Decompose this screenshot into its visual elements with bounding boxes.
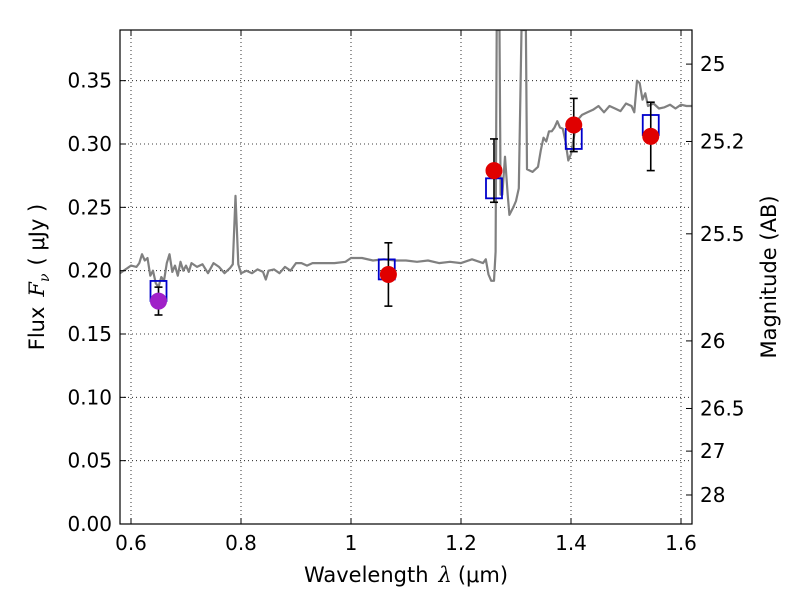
x-axis-label: Wavelength λ (μm) [304, 563, 508, 587]
plot-frame [119, 29, 693, 525]
x-tick-label: 0.6 [115, 531, 147, 555]
x-tick-label: 1.6 [665, 531, 697, 555]
model-layer [149, 114, 660, 302]
right-axis-label: Magnitude (AB) [757, 195, 781, 358]
y-tick-label: 0.10 [67, 385, 112, 409]
y-axis-label: FluxFν( μJy ) [25, 204, 53, 350]
x-tick-label: 0.8 [225, 531, 257, 555]
spectrum-layer [120, 30, 692, 289]
observed-layer [150, 97, 660, 316]
observed-point [565, 116, 583, 134]
right-tick-label: 27 [700, 439, 725, 463]
y-tick-label: 0.30 [67, 132, 112, 156]
observed-point [642, 127, 660, 145]
observed-point [150, 292, 167, 310]
right-tick-label: 25.2 [700, 129, 745, 153]
y-tick-label: 0.20 [67, 259, 112, 283]
spectrum-line [120, 30, 692, 289]
right-tick-label: 26 [700, 329, 725, 353]
y-tick-label: 0.15 [67, 322, 112, 346]
right-tick-label: 25.5 [700, 222, 745, 246]
right-tick-label: 26.5 [700, 396, 745, 420]
right-tick-label: 25 [700, 52, 725, 76]
x-tick-label: 1.4 [555, 531, 587, 555]
right-tick-label: 28 [700, 483, 725, 507]
ticks: 0.6 0.8 1 1.2 1.4 1.6 0.00 0.05 0.10 0.15 0.20 0.25… [67, 30, 745, 555]
y-tick-label: 0.00 [67, 512, 112, 536]
x-tick-label: 1.2 [445, 531, 477, 555]
observed-point [379, 265, 397, 283]
x-tick-label: 1 [345, 531, 358, 555]
grid-lines [120, 30, 692, 525]
y-tick-label: 0.25 [67, 195, 112, 219]
observed-point [485, 162, 503, 180]
y-tick-label: 0.05 [67, 449, 112, 473]
y-tick-label: 0.35 [67, 69, 112, 93]
